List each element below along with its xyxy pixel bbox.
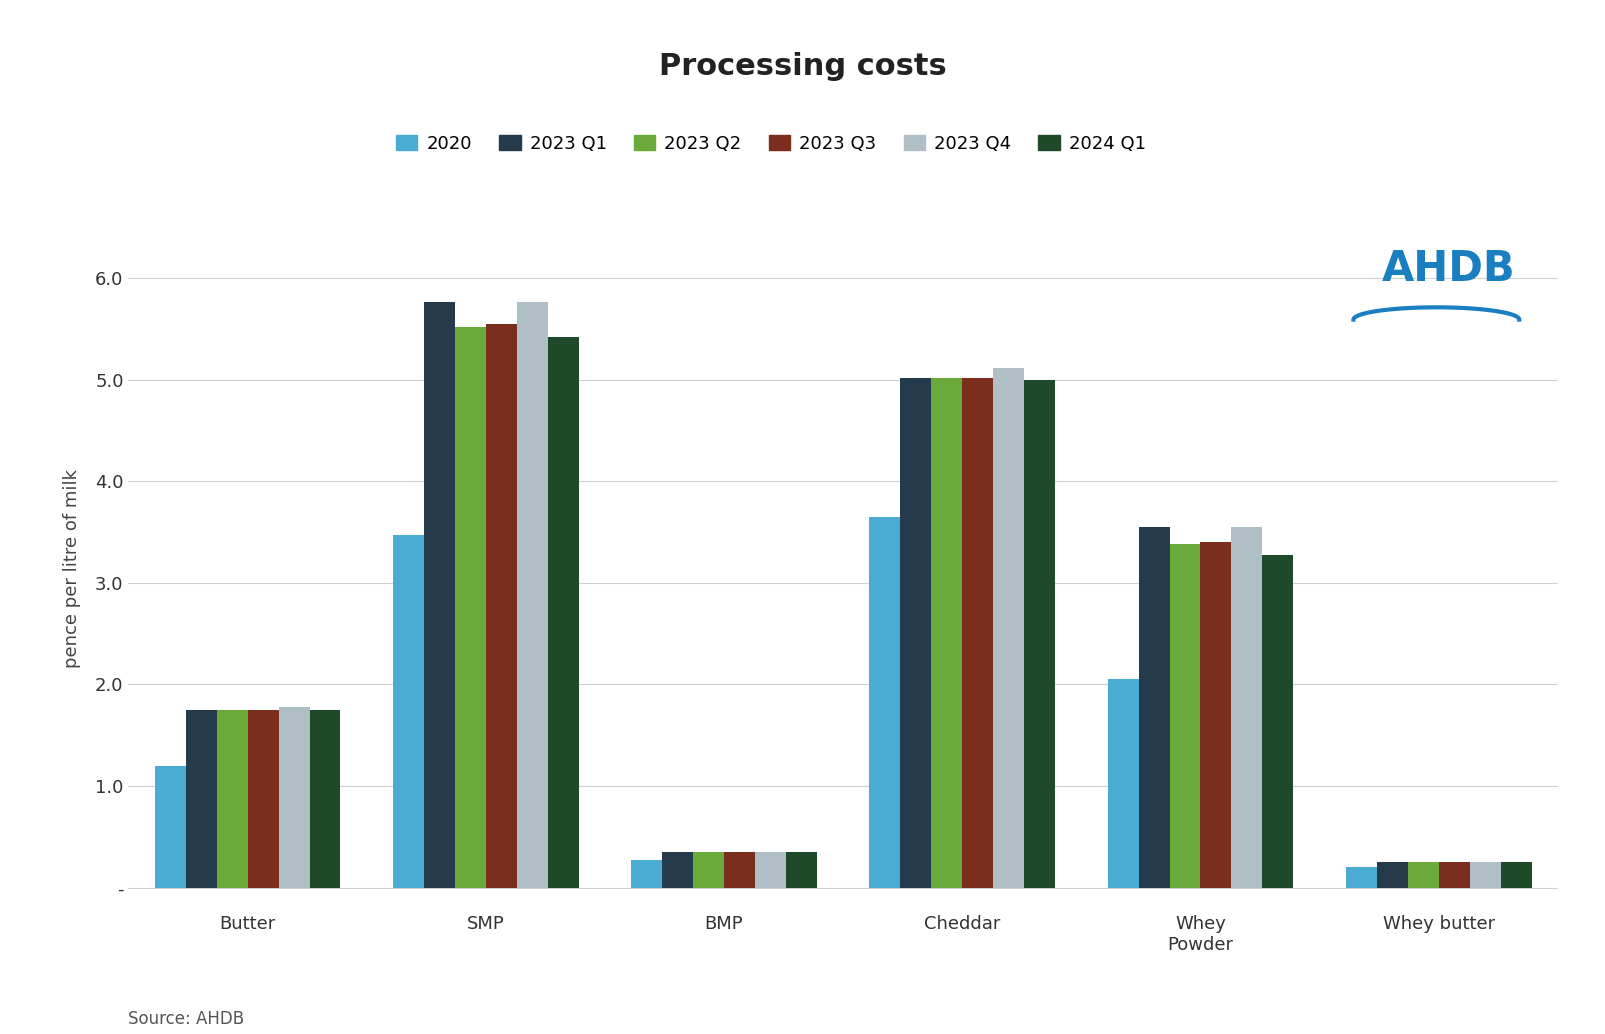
Bar [724,852,754,887]
Bar [661,852,693,887]
Bar [310,710,340,887]
Bar [1168,544,1199,887]
Bar [278,707,310,887]
Bar [693,852,724,887]
Bar [1199,542,1231,887]
Bar [754,852,785,887]
Bar [1375,862,1408,887]
Bar [961,377,992,887]
Bar [1469,862,1499,887]
Bar [1438,862,1469,887]
Bar [992,368,1024,887]
Bar [1499,862,1531,887]
Bar [154,766,186,887]
Bar [1107,679,1138,887]
Bar [393,536,424,887]
Text: Source: AHDB: Source: AHDB [128,1009,244,1028]
Bar [547,337,578,887]
Bar [931,377,961,887]
Bar [785,852,817,887]
Bar [517,302,547,887]
Bar [454,327,485,887]
Bar [1024,379,1054,887]
Bar [1262,555,1292,887]
Text: Processing costs: Processing costs [658,52,947,81]
Bar [1408,862,1438,887]
Bar [1231,527,1262,887]
Text: AHDB: AHDB [1380,248,1514,290]
Bar [900,377,931,887]
Bar [247,710,278,887]
Y-axis label: pence per litre of milk: pence per litre of milk [63,469,82,668]
Bar [424,302,454,887]
Bar [868,517,900,887]
Bar [186,710,217,887]
Bar [217,710,247,887]
Legend: 2020, 2023 Q1, 2023 Q2, 2023 Q3, 2023 Q4, 2024 Q1: 2020, 2023 Q1, 2023 Q2, 2023 Q3, 2023 Q4… [388,128,1152,160]
Bar [1345,868,1375,887]
Bar [485,324,517,887]
Bar [631,860,661,887]
Bar [1138,527,1168,887]
